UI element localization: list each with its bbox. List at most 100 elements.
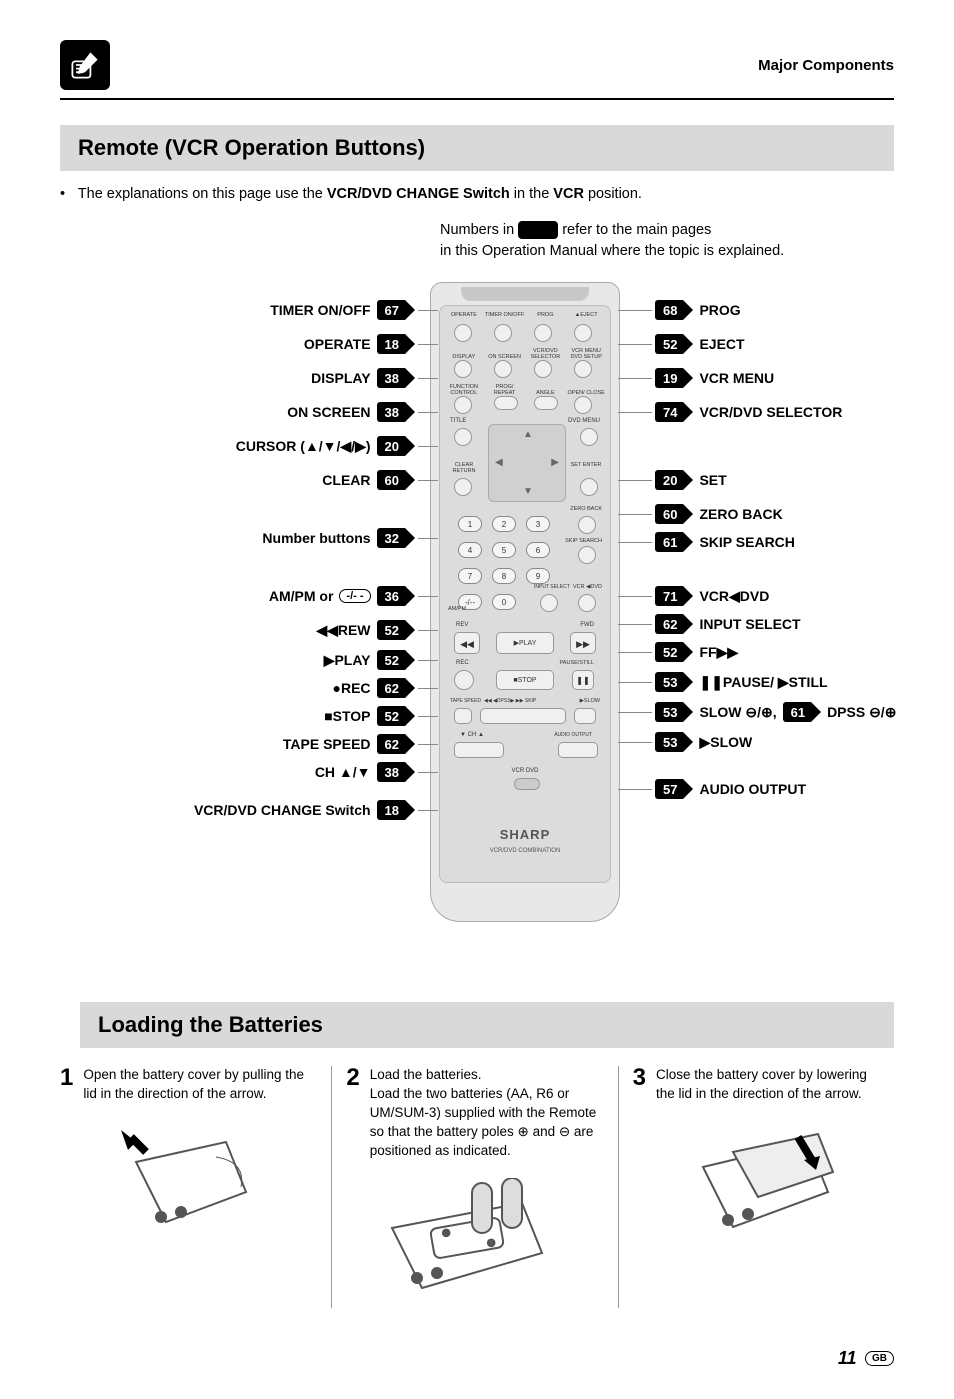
remote-row1-labels: OPERATETIMER ON/OFFPROG▲EJECT: [440, 312, 610, 318]
remote-diagram: OPERATETIMER ON/OFFPROG▲EJECT DISPLAYON …: [60, 282, 894, 942]
label-left: TAPE SPEED 62: [60, 734, 415, 754]
step-num: 1: [60, 1066, 73, 1090]
selector-button: [534, 360, 552, 378]
prog-button: [534, 324, 552, 342]
note-suffix: position.: [588, 186, 642, 202]
rew-button: ◀◀: [454, 632, 480, 654]
rec-button: [454, 670, 474, 690]
label-right: 52 EJECT: [655, 334, 745, 354]
set-label: SET ENTER: [568, 462, 604, 468]
angle-button: [534, 396, 558, 410]
section-remote-title: Remote (VCR Operation Buttons): [60, 125, 894, 171]
note-bold1: VCR/DVD CHANGE Switch: [327, 186, 510, 202]
label-right: 19 VCR MENU: [655, 368, 774, 388]
numbers-line1a: Numbers in: [440, 222, 518, 238]
step: 3Close the battery cover by lowering the…: [618, 1066, 894, 1308]
slow-label: ▶SLOW: [580, 698, 600, 704]
pencil-note-icon: [60, 40, 110, 90]
label-right: 61 SKIP SEARCH: [655, 532, 795, 552]
numbers-in-note: Numbers in refer to the main pages in th…: [440, 220, 894, 262]
dvdmenu-button: [580, 428, 598, 446]
zero-label: ZERO BACK: [570, 506, 602, 512]
dpss-label: ◀◀ ◀DPSS▶ ▶▶ SKIP: [484, 698, 536, 704]
step: 1Open the battery cover by pulling the l…: [60, 1066, 321, 1308]
repeat-button: [494, 396, 518, 410]
ch-label: ▼ CH ▲: [460, 732, 484, 738]
open-button: [574, 396, 592, 414]
brand-sub-label: VCR/DVD COMBINATION: [440, 848, 610, 854]
remote-body: OPERATETIMER ON/OFFPROG▲EJECT DISPLAYON …: [430, 282, 620, 922]
label-left: ▶PLAY 52: [60, 650, 415, 670]
page-number: 11: [838, 1348, 857, 1368]
label-right: 53 ❚❚PAUSE/ ▶STILL: [655, 672, 828, 692]
label-right: 53 SLOW ⊖/⊕, 61 DPSS ⊖/⊕: [655, 702, 896, 722]
section-batteries-title: Loading the Batteries: [80, 1002, 894, 1048]
rec-label: REC: [456, 660, 469, 666]
audio-button: [558, 742, 598, 758]
tapespeed-button: [454, 708, 472, 724]
label-right: 57 AUDIO OUTPUT: [655, 779, 806, 799]
numbers-line2: in this Operation Manual where the topic…: [440, 243, 784, 259]
chapter-title: Major Components: [758, 57, 894, 74]
skipsearch-button: [578, 546, 596, 564]
label-left: AM/PM or -/- - 36: [60, 586, 415, 606]
ampm-label: AM/PM: [448, 606, 466, 612]
onscreen-button: [494, 360, 512, 378]
ch-button: [454, 742, 504, 758]
label-left: ●REC 62: [60, 678, 415, 698]
remote-row2-labels: DISPLAYON SCREENVCR/DVD SELECTORVCR MENU…: [440, 348, 610, 360]
title-label: TITLE: [450, 418, 466, 424]
func-button: [454, 396, 472, 414]
label-left: OPERATE 18: [60, 334, 415, 354]
dpad: ▲ ▼ ◀ ▶: [488, 424, 566, 502]
label-left: VCR/DVD CHANGE Switch 18: [60, 800, 415, 820]
switch-label: VCR DVD: [440, 768, 610, 774]
note-mid: in the: [514, 186, 554, 202]
inputsel-label: INPUT SELECT: [534, 584, 570, 590]
steps-row: 1Open the battery cover by pulling the l…: [60, 1066, 894, 1308]
vcrdvd-button: [578, 594, 596, 612]
note-bold2: VCR: [553, 186, 584, 202]
operate-button: [454, 324, 472, 342]
label-right: 62 INPUT SELECT: [655, 614, 801, 634]
ff-button: ▶▶: [570, 632, 596, 654]
label-right: 20 SET: [655, 470, 727, 490]
svg-text:⊕: ⊕: [442, 1228, 450, 1239]
lang-badge: GB: [865, 1351, 894, 1366]
dpss-button: [480, 708, 566, 724]
stop-button: ■STOP: [496, 670, 554, 690]
note-prefix: The explanations on this page use the: [78, 186, 327, 202]
step-text: Load the batteries.Load the two batterie…: [370, 1066, 598, 1160]
zero-button: [578, 516, 596, 534]
page-footer: 11 GB: [60, 1348, 894, 1369]
rev-label: REV: [456, 622, 468, 628]
inputsel-button: [540, 594, 558, 612]
step-num: 2: [346, 1066, 359, 1090]
eject-button: [574, 324, 592, 342]
title-button: [454, 428, 472, 446]
label-left: CH ▲/▼ 38: [60, 762, 415, 782]
step-illustration: [60, 1122, 311, 1252]
clear-label: CLEAR RETURN: [446, 462, 482, 474]
label-right: 60 ZERO BACK: [655, 504, 783, 524]
audio-label: AUDIO OUTPUT: [554, 732, 592, 738]
step: 2 Load the batteries.Load the two batteri…: [331, 1066, 607, 1308]
label-right: 53 ▶SLOW: [655, 732, 752, 752]
brand-label: SHARP: [440, 827, 610, 842]
label-left: TIMER ON/OFF 67: [60, 300, 415, 320]
step-text: Close the battery cover by lowering the …: [656, 1066, 884, 1104]
tape-label: TAPE SPEED: [450, 698, 481, 704]
slow-button: [574, 708, 596, 724]
remote-row3-labels: FUNCTION CONTROLPROG/ REPEATANGLEOPEN/ C…: [440, 384, 610, 396]
vcr-note: • The explanations on this page use the …: [60, 186, 894, 202]
clear-button: [454, 478, 472, 496]
label-right: 71 VCR◀DVD: [655, 586, 769, 606]
vcrdvd-label: VCR ◀DVD: [573, 584, 602, 590]
display-button: [454, 360, 472, 378]
label-left: ◀◀REW 52: [60, 620, 415, 640]
header-rule: [60, 98, 894, 100]
pause-label: PAUSE/STILL: [560, 660, 594, 666]
page-badge-sample: [518, 221, 558, 239]
numpad: 123 456 789 -/--0: [458, 516, 568, 606]
skip-label: SKIP SEARCH: [565, 538, 602, 544]
